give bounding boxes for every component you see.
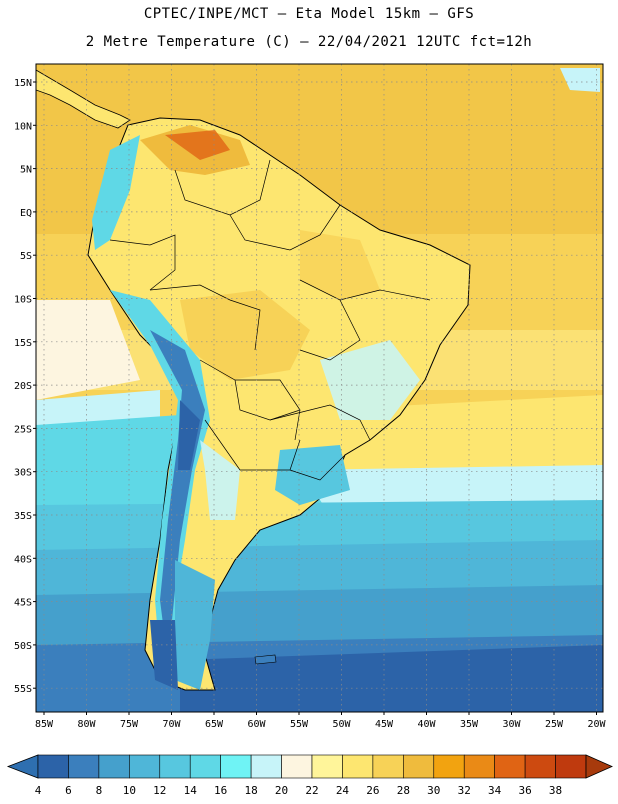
colorbar-tick-label: 16 <box>214 784 227 797</box>
lon-label: 50W <box>332 719 351 730</box>
colorbar-tick-label: 6 <box>65 784 72 797</box>
lon-label: 30W <box>502 719 521 730</box>
colorbar-swatch <box>37 754 69 779</box>
colorbar-tick-label: 30 <box>427 784 440 797</box>
lat-label: 10S <box>14 295 32 306</box>
lon-label: 25W <box>545 719 564 730</box>
graticule <box>36 64 603 712</box>
colorbar-tick-label: 26 <box>366 784 379 797</box>
colorbar-tick-label: 10 <box>123 784 136 797</box>
colorbar-swatch <box>129 754 161 779</box>
colorbar-left-arrow <box>6 754 39 779</box>
lon-label: 60W <box>247 719 266 730</box>
lon-label: 45W <box>375 719 394 730</box>
colorbar-swatch <box>342 754 374 779</box>
colorbar-tick-label: 38 <box>549 784 562 797</box>
colorbar-swatch <box>463 754 495 779</box>
colorbar-swatch <box>403 754 435 779</box>
colorbar-tick-label: 14 <box>184 784 198 797</box>
lat-label: 55S <box>14 684 32 695</box>
lat-label: 45S <box>14 598 32 609</box>
lat-label: 20S <box>14 381 32 392</box>
lat-label: 5N <box>20 165 32 176</box>
colorbar-swatch <box>98 754 130 779</box>
map-subtitle: 2 Metre Temperature (C) – 22/04/2021 12U… <box>85 34 533 50</box>
lon-label: 75W <box>120 719 139 730</box>
colorbar-tick-label: 18 <box>244 784 257 797</box>
lat-label: 25S <box>14 424 32 435</box>
colorbar-swatch <box>281 754 313 779</box>
colorbar-swatch <box>250 754 282 779</box>
lon-label: 40W <box>417 719 436 730</box>
lon-label: 80W <box>77 719 96 730</box>
colorbar-swatch <box>372 754 404 779</box>
colorbar-swatch <box>494 754 526 779</box>
lon-label: 65W <box>205 719 224 730</box>
lat-label: 15N <box>14 78 32 89</box>
longitude-labels: 85W 80W 75W 70W 65W 60W 55W 50W 45W 40W 35W 30W 25W 2… <box>35 712 607 730</box>
lon-label: 85W <box>35 719 54 730</box>
lat-label: 40S <box>14 554 32 565</box>
colorbar-tick-label: 20 <box>275 784 288 797</box>
colorbar-tick-label: 8 <box>96 784 103 797</box>
colorbar-swatch <box>159 754 191 779</box>
colorbar: 4 6 8 10 12 14 16 18 20 22 24 26 28 30 32 34 36 38 <box>6 754 613 797</box>
colorbar-tick-label: 28 <box>397 784 410 797</box>
colorbar-tick-label: 36 <box>518 784 531 797</box>
colorbar-right-arrow <box>585 754 613 779</box>
lat-label: 35S <box>14 511 32 522</box>
colorbar-swatch <box>220 754 252 779</box>
lat-label: EQ <box>20 208 32 219</box>
colorbar-swatch <box>68 754 100 779</box>
colorbar-tick-label: 4 <box>35 784 42 797</box>
colorbar-swatch <box>311 754 343 779</box>
map-field <box>36 64 603 712</box>
lon-label: 20W <box>587 719 606 730</box>
country-borders <box>109 159 431 481</box>
colorbar-swatch <box>189 754 221 779</box>
lon-label: 35W <box>460 719 479 730</box>
map-title: CPTEC/INPE/MCT – Eta Model 15km – GFS <box>143 6 475 22</box>
lon-label: 55W <box>290 719 309 730</box>
lat-label: 15S <box>14 338 32 349</box>
lat-label: 10N <box>14 121 32 132</box>
colorbar-tick-label: 32 <box>458 784 471 797</box>
colorbar-tick-label: 24 <box>336 784 350 797</box>
colorbar-tick-label: 34 <box>488 784 502 797</box>
colorbar-swatch <box>524 754 556 779</box>
lat-label: 5S <box>20 251 32 262</box>
colorbar-swatch <box>555 754 587 779</box>
latitude-labels: 15N 10N 5N EQ 5S 10S 15S 20S 25S 30S 35S 40S 45S 50S 5… <box>14 78 36 695</box>
lat-label: 30S <box>14 468 32 479</box>
map-frame <box>35 63 604 713</box>
colorbar-swatch <box>433 754 465 779</box>
colorbar-tick-label: 22 <box>305 784 318 797</box>
colorbar-tick-label: 12 <box>153 784 166 797</box>
lon-label: 70W <box>162 719 181 730</box>
lat-label: 50S <box>14 641 32 652</box>
